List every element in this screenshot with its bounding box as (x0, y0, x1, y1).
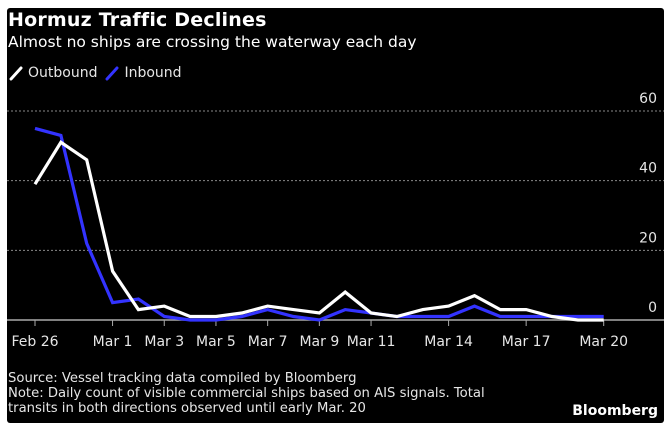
line-chart: 0 20 40 60 Feb 26 Mar 1 Mar 3 Mar 5 Mar 7 Mar 9 Ma… (7, 91, 664, 350)
x-tick-label: Mar 7 (248, 334, 288, 350)
chart-panel: Hormuz Traffic Declines Almost no ships … (7, 8, 664, 423)
chart-footer: Source: Vessel tracking data compiled by… (8, 371, 528, 416)
legend: Outbound Inbound (9, 64, 190, 82)
x-tick-label: Mar 20 (579, 334, 628, 350)
y-tick-label: 0 (648, 300, 657, 316)
x-tick-label: Feb 26 (11, 334, 58, 350)
series-line-outbound (33, 140, 604, 322)
x-tick-label: Mar 11 (347, 334, 396, 350)
legend-item-inbound: Inbound (105, 64, 182, 82)
legend-swatch-outbound-icon (9, 65, 23, 81)
chart-subtitle: Almost no ships are crossing the waterwa… (8, 33, 417, 51)
note-line-2: transits in both directions observed unt… (8, 401, 366, 416)
x-tick-label: Mar 1 (93, 334, 133, 350)
legend-label-inbound: Inbound (124, 65, 182, 81)
y-tick-label: 20 (639, 230, 657, 246)
legend-item-outbound: Outbound (9, 64, 97, 82)
series-line-inbound (34, 126, 604, 322)
x-tick-label: Mar 3 (144, 334, 184, 350)
chart-title: Hormuz Traffic Declines (8, 9, 267, 31)
x-tick-label: Mar 9 (299, 334, 339, 350)
source-note: Source: Vessel tracking data compiled by… (8, 371, 357, 386)
bloomberg-logo: Bloomberg (572, 403, 658, 419)
x-tick-label: Mar 17 (502, 334, 551, 350)
y-tick-label: 60 (639, 91, 657, 107)
y-tick-label: 40 (639, 161, 657, 177)
note-line-1: Note: Daily count of visible commercial … (8, 386, 485, 401)
x-tick-label: Mar 5 (196, 334, 236, 350)
x-tick-label: Mar 14 (424, 334, 473, 350)
legend-swatch-inbound-icon (105, 65, 119, 81)
legend-label-outbound: Outbound (28, 65, 98, 81)
